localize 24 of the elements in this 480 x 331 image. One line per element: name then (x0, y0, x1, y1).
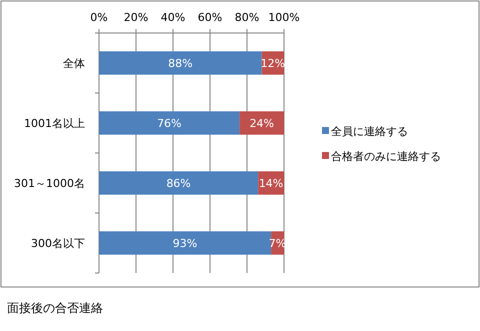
x-tick-label: 20% (124, 11, 148, 24)
x-tick-label: 40% (160, 11, 186, 24)
y-tick-label: 301～1000名 (14, 177, 85, 190)
data-label: 24% (250, 117, 274, 130)
data-label: 88% (168, 57, 193, 70)
legend-label: 合格者のみに連絡する (331, 150, 441, 163)
text: 面接後の合否連絡 (7, 301, 103, 315)
x-tick-label: 0% (90, 11, 108, 24)
data-label: 12% (260, 57, 286, 70)
x-tick-label: 100% (268, 11, 300, 24)
y-tick-label: 300名以下 (31, 237, 85, 250)
y-tick-label: 全体 (63, 57, 85, 70)
data-label: 14% (258, 177, 284, 190)
y-tick-label: 1001名以上 (24, 117, 85, 130)
x-tick-label: 60% (198, 11, 222, 24)
data-label: 86% (166, 177, 191, 190)
data-label: 93% (172, 237, 198, 250)
bar (99, 111, 240, 135)
x-tick-label: 80% (234, 11, 260, 24)
bar (99, 51, 262, 75)
data-label: 76% (157, 117, 182, 130)
legend-label: 全員に連絡する (331, 125, 408, 138)
bar (99, 171, 258, 195)
bar (99, 231, 272, 255)
